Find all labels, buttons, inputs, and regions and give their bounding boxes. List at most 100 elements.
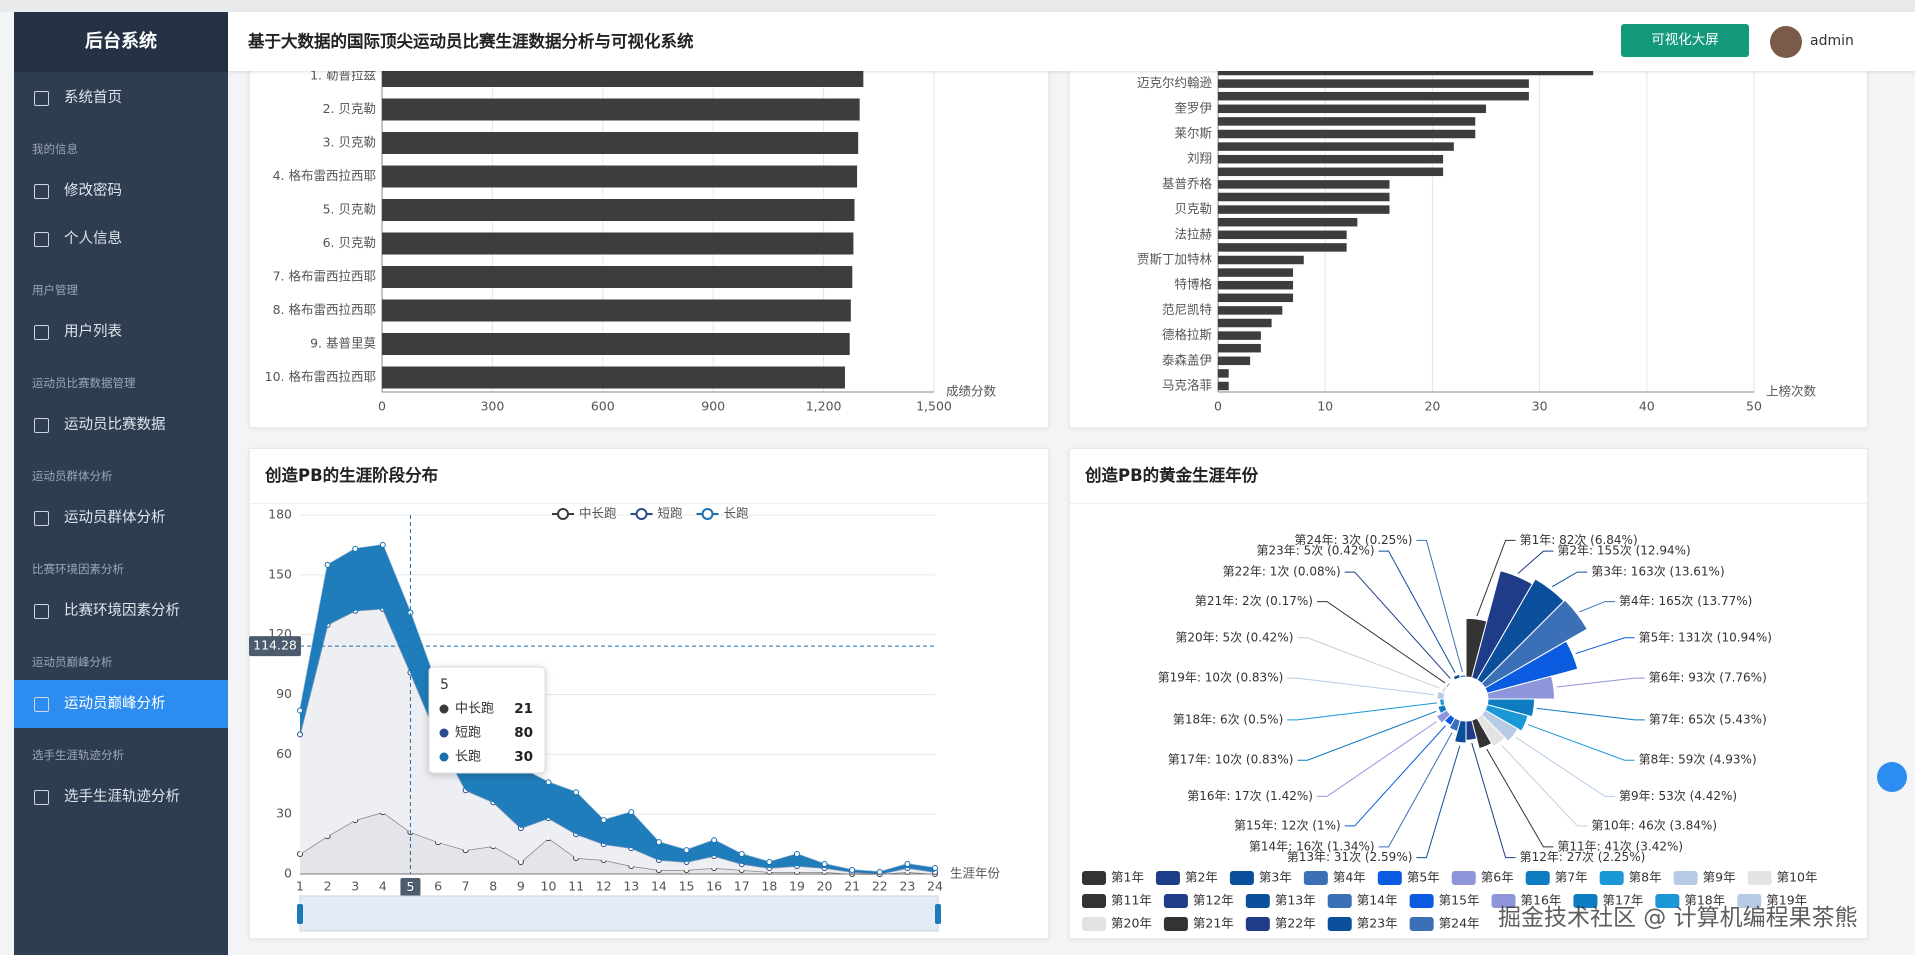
- menu-item[interactable]: 运动员巅峰分析: [14, 680, 228, 728]
- y-tick-label: 2. 贝克勒: [323, 101, 376, 116]
- rose-slice: [1439, 698, 1446, 707]
- legend-icon: [557, 508, 569, 520]
- menu-item[interactable]: 比赛环境因素分析: [14, 587, 228, 635]
- rose-slice: [1452, 673, 1461, 681]
- leader-line: [1287, 702, 1438, 721]
- menu-item[interactable]: 用户列表: [14, 308, 228, 356]
- bar: [382, 366, 845, 389]
- legend-label: 第1年: [1111, 870, 1144, 885]
- tooltip-dot: [439, 704, 449, 714]
- x-tick-label: 13: [623, 879, 639, 894]
- leader-line: [1500, 744, 1588, 827]
- legend-item: 第5年: [1377, 870, 1440, 885]
- point: [600, 817, 607, 824]
- point: [297, 707, 303, 714]
- legend-item: 第11年: [1082, 893, 1152, 908]
- menu-item[interactable]: 运动员比赛数据: [14, 401, 228, 449]
- legend-item: 第17年: [1573, 893, 1643, 908]
- data-label: 第1年: 82次 (6.84%): [1520, 533, 1638, 547]
- rose-slice: [1448, 717, 1461, 732]
- menu-item[interactable]: 系统首页: [14, 74, 228, 122]
- data-label: 第2年: 155次 (12.94%): [1557, 544, 1690, 558]
- avatar[interactable]: [1770, 26, 1802, 58]
- legend-icon: [1155, 871, 1180, 885]
- point: [821, 861, 828, 868]
- tooltip-name: 中长跑: [455, 702, 494, 717]
- legend-icon: [1082, 894, 1106, 908]
- menu-item[interactable]: 个人信息: [14, 215, 228, 263]
- x-tick-label: 20: [817, 879, 833, 894]
- y-tick-label: 90: [276, 686, 292, 701]
- bar: [1218, 255, 1304, 265]
- y-tick-label: 贝克勒: [1174, 201, 1212, 216]
- leader-line: [1344, 571, 1451, 679]
- y-tick-label: 8. 格布雷西拉西耶: [273, 302, 376, 317]
- rose-slice: [1436, 690, 1446, 700]
- dashboard-button[interactable]: 可视化大屏: [1621, 24, 1749, 57]
- bar: [382, 71, 864, 87]
- bar: [1218, 117, 1476, 126]
- x-tick-label: 4: [379, 879, 387, 894]
- bar: [1218, 180, 1390, 189]
- y-tick-label: 1. 勒普拉兹: [310, 68, 376, 83]
- bar: [382, 232, 854, 255]
- x-tick-label: 20: [1424, 399, 1440, 414]
- bar: [1218, 318, 1272, 328]
- legend-item: 第1年: [1082, 870, 1144, 885]
- legend-label: 第22年: [1275, 916, 1316, 931]
- legend-item: 第9年: [1673, 870, 1736, 885]
- leader-line: [1527, 724, 1635, 761]
- legend-item: 第7年: [1525, 870, 1588, 885]
- tooltip-value: 80: [514, 725, 533, 741]
- legend-label: 第8年: [1629, 870, 1662, 885]
- rose-slice: [1453, 719, 1467, 744]
- y-tick-label: 60: [276, 746, 292, 761]
- legend-icon: [1451, 871, 1476, 885]
- bar: [1218, 369, 1229, 378]
- point: [793, 851, 800, 858]
- menu-item[interactable]: 运动员群体分析: [14, 494, 228, 542]
- bar: [382, 199, 855, 221]
- bar: [1218, 243, 1347, 252]
- leader-line: [1471, 742, 1516, 859]
- bar: [1218, 217, 1358, 227]
- y-tick-label: 6. 贝克勒: [323, 235, 376, 250]
- data-label: 第7年: 65次 (5.43%): [1649, 712, 1767, 726]
- x-tick-label: 24: [927, 879, 943, 894]
- y-tick-label: 贾斯丁加特林: [1137, 252, 1213, 267]
- menu-section: 我的信息: [32, 142, 78, 156]
- point: [904, 861, 911, 868]
- float-button[interactable]: [1877, 762, 1907, 792]
- user-name[interactable]: admin: [1810, 33, 1854, 49]
- rose-slice: [1484, 704, 1529, 732]
- legend-item: 第24年: [1409, 916, 1480, 931]
- y-tick-label: 180: [268, 507, 292, 522]
- data-label: 第19年: 10次 (0.83%): [1158, 671, 1284, 685]
- data-label: 第22年: 1次 (0.08%): [1223, 565, 1341, 579]
- bar: [1218, 293, 1294, 303]
- menu-section: 运动员比赛数据管理: [32, 376, 136, 390]
- x-tick-label: 6: [434, 879, 442, 894]
- x-tick-label: 0: [1214, 399, 1222, 414]
- point: [352, 545, 359, 552]
- x-tick-label: 1,500: [916, 399, 952, 414]
- sidebar: 后台系统 系统首页 我的信息 修改密码 个人信息 用户管理 用户列表 运动员比赛数据管理 运动…: [14, 12, 228, 955]
- x-tick-label: 16: [706, 879, 722, 894]
- legend-item: 第2年: [1155, 870, 1218, 885]
- data-label: 第12年: 27次 (2.25%): [1520, 850, 1646, 864]
- legend-label: 第3年: [1259, 870, 1292, 885]
- axis-title: 生涯年份: [950, 866, 1001, 881]
- y-tick-label: 3. 贝克勒: [323, 135, 376, 150]
- menu-item[interactable]: 选手生涯轨迹分析: [14, 773, 228, 821]
- rose-slice: [1480, 599, 1588, 689]
- menu-item[interactable]: 修改密码: [14, 167, 228, 215]
- data-label: 第3年: 163次 (13.61%): [1591, 565, 1724, 579]
- bar: [1218, 306, 1283, 315]
- legend-icon: [1303, 871, 1328, 885]
- leader-line: [1378, 550, 1456, 673]
- data-label: 第20年: 5次 (0.42%): [1175, 630, 1293, 644]
- zoom-handle: [297, 904, 303, 924]
- legend-icon: [1377, 871, 1402, 885]
- y-tick-label: 德格拉斯: [1162, 327, 1212, 342]
- bar: [382, 132, 859, 154]
